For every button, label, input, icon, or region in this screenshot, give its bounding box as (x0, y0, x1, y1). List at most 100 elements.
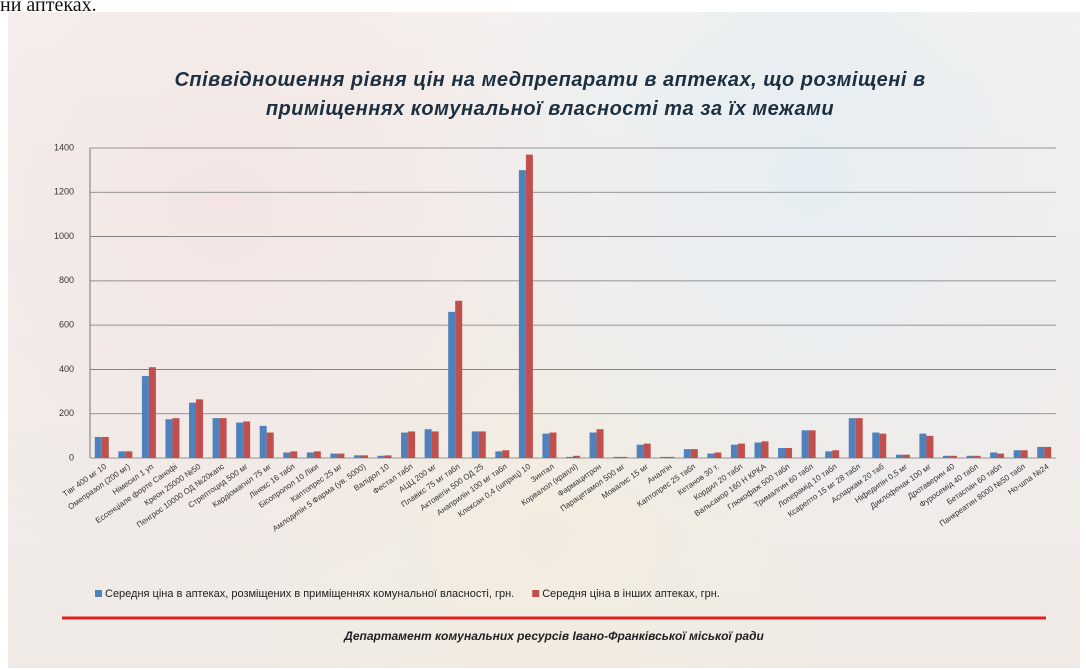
bar (825, 451, 833, 458)
bar (118, 451, 126, 458)
bar (966, 455, 974, 458)
bar (990, 452, 998, 458)
bar (330, 453, 338, 458)
bar (384, 455, 392, 458)
bar (566, 456, 573, 458)
bar (997, 453, 1005, 458)
bar (172, 418, 180, 458)
bar (872, 432, 880, 458)
bar (589, 432, 597, 458)
bar (125, 451, 133, 458)
bar (895, 454, 903, 458)
bar (620, 456, 628, 458)
bar (1013, 450, 1021, 458)
legend-swatch (532, 590, 540, 597)
bar (377, 455, 385, 458)
bar (832, 450, 840, 458)
bar (754, 442, 762, 458)
bar (101, 436, 109, 458)
bar (165, 419, 173, 458)
bar (879, 433, 887, 458)
bar (219, 418, 227, 458)
legend-label: Середня ціна в інших аптеках, грн. (542, 588, 720, 600)
y-tick-label: 400 (59, 364, 74, 374)
bar (737, 443, 745, 458)
y-tick-label: 200 (59, 408, 74, 418)
footer: Департамент комунальних ресурсів Івано-Ф… (343, 629, 764, 643)
bar (401, 432, 409, 458)
bar (495, 451, 503, 458)
bar (761, 441, 769, 458)
legend-label: Середня ціна в аптеках, розміщених в при… (105, 588, 514, 600)
bar (502, 450, 510, 458)
bar (643, 443, 651, 458)
bar (942, 455, 950, 458)
bar (431, 431, 439, 458)
bar (360, 455, 368, 458)
bar (266, 432, 274, 458)
bar (636, 444, 644, 458)
bar (801, 430, 809, 458)
bar (613, 456, 621, 458)
bar (683, 449, 691, 458)
bar (690, 449, 698, 458)
bar (778, 448, 786, 458)
bar (455, 300, 463, 458)
bar (1020, 450, 1028, 458)
bar (424, 429, 432, 458)
bar (306, 452, 314, 458)
bar (902, 454, 910, 458)
chart-title: Співвідношення рівня цін на медпрепарати… (174, 69, 926, 120)
y-tick-label: 0 (69, 452, 74, 462)
y-tick-label: 600 (59, 320, 74, 330)
bar (236, 422, 244, 458)
y-tick-label: 1400 (54, 142, 74, 152)
bar (94, 436, 102, 458)
bar (283, 452, 291, 458)
bar (919, 433, 927, 458)
bar (973, 455, 981, 458)
bar (189, 402, 197, 458)
bar (926, 435, 934, 458)
bar (808, 430, 816, 458)
legend-swatch (95, 590, 102, 597)
bar (707, 453, 715, 458)
bar (949, 455, 957, 458)
bar (542, 433, 550, 458)
bar (313, 451, 321, 458)
bar (573, 455, 580, 458)
x-tick-label: Но-шпа №24 (1006, 462, 1051, 497)
bar (596, 429, 604, 458)
bar (448, 311, 456, 458)
y-tick-label: 1000 (54, 231, 74, 241)
bar (549, 432, 557, 458)
bar (518, 170, 526, 458)
bar (141, 376, 149, 458)
bar (848, 418, 856, 458)
bar (353, 455, 361, 458)
bar (785, 448, 793, 458)
bar (478, 431, 486, 458)
y-tick-label: 800 (59, 275, 74, 285)
bar (196, 399, 204, 458)
bar (667, 456, 675, 458)
bar (1037, 446, 1045, 458)
y-tick-label: 1200 (54, 187, 74, 197)
bar (660, 456, 668, 458)
bar (243, 421, 251, 458)
bar (525, 154, 533, 458)
bar (855, 418, 863, 458)
bar (471, 431, 479, 458)
bar (337, 453, 345, 458)
bar (212, 418, 220, 458)
bar (1044, 446, 1052, 458)
bar (408, 431, 416, 458)
slide-background (8, 12, 1080, 668)
bar (730, 444, 738, 458)
bar (714, 452, 722, 458)
bar (148, 367, 156, 458)
bar (290, 451, 298, 458)
bar (259, 425, 267, 458)
